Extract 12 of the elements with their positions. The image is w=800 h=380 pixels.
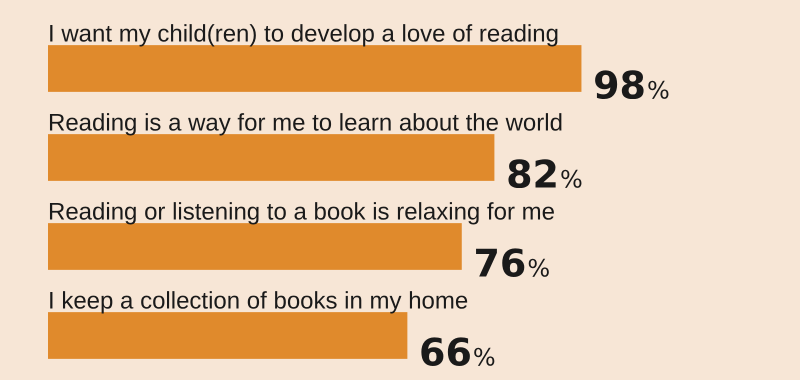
bar: [48, 134, 494, 181]
y-tick-label: Reading is a way for me to learn about the world: [48, 110, 563, 136]
y-tick-label: I keep a collection of books in my home: [48, 288, 468, 314]
y-tick-label: I want my child(ren) to develop a love of reading: [48, 20, 559, 48]
data-label: 76%: [473, 242, 550, 286]
data-label: 66%: [419, 330, 496, 374]
bar: [48, 312, 408, 359]
bar: [48, 223, 462, 270]
bar: [48, 45, 582, 92]
y-tick-label: Reading or listening to a book is relaxing for me: [48, 198, 555, 226]
data-label: 98%: [593, 64, 670, 108]
data-label: 82%: [506, 152, 583, 196]
